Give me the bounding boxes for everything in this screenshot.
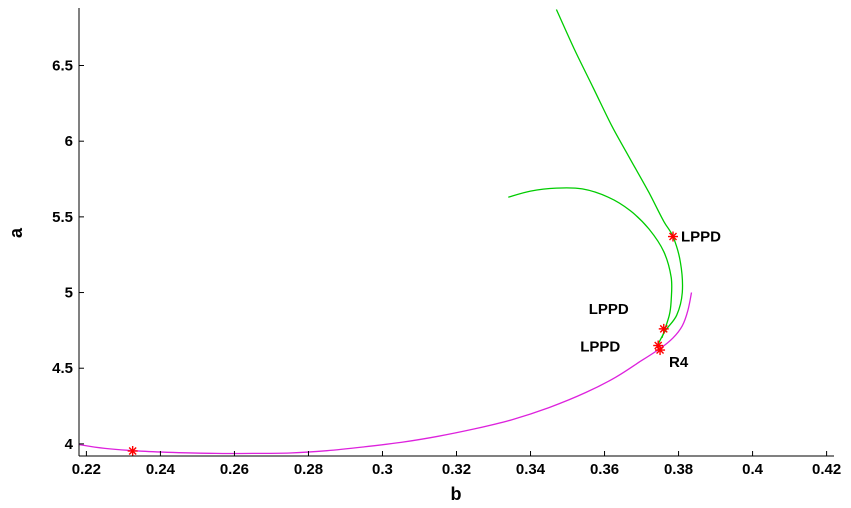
x-tick-label: 0.36 — [590, 461, 619, 478]
x-tick-label: 0.42 — [812, 461, 841, 478]
special-points-layer — [127, 231, 679, 457]
y-tick-label: 6.5 — [52, 58, 73, 75]
curve-series-3 — [78, 292, 693, 455]
y-tick-label: 4.5 — [52, 360, 73, 377]
special-point-label: LPPD — [681, 229, 721, 246]
y-tick-label: 5.5 — [52, 209, 73, 226]
special-point-marker — [658, 323, 669, 334]
y-tick-label: 6 — [65, 133, 73, 150]
y-tick-label: 4 — [65, 436, 74, 453]
x-tick-label: 0.38 — [664, 461, 693, 478]
x-tick-label: 0.34 — [516, 461, 546, 478]
y-axis-label: a — [6, 227, 26, 238]
x-tick-label: 0.3 — [372, 461, 393, 478]
special-point-labels: LPPD LPPD LPPD R4 — [580, 229, 721, 372]
special-point-marker — [127, 446, 138, 457]
x-tick-label: 0.24 — [146, 461, 176, 478]
x-tick-label: 0.28 — [294, 461, 323, 478]
y-tick-label: 5 — [65, 285, 73, 302]
x-axis-label: b — [451, 484, 462, 504]
special-point-label: R4 — [669, 354, 689, 371]
x-ticks: 0.22 0.24 0.26 0.28 0.3 0.32 0.34 0.36 0.38 0.4 0.… — [72, 451, 841, 478]
x-tick-label: 0.26 — [220, 461, 249, 478]
y-ticks: 4 4.5 5 5.5 6 6.5 — [52, 58, 84, 453]
curve-series-1 — [555, 9, 684, 345]
x-tick-label: 0.4 — [742, 461, 764, 478]
special-point-label: LPPD — [589, 301, 629, 318]
x-tick-label: 0.32 — [442, 461, 471, 478]
special-point-label: LPPD — [580, 339, 620, 356]
special-point-marker — [655, 345, 666, 356]
special-point-marker — [668, 231, 679, 242]
x-tick-label: 0.22 — [72, 461, 101, 478]
curve-series-2 — [508, 187, 673, 339]
curves-layer — [78, 9, 693, 455]
